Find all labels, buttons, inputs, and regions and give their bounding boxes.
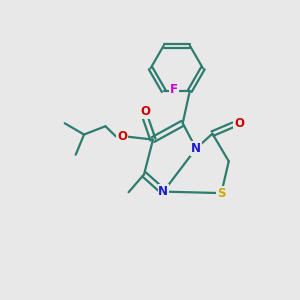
Text: O: O — [234, 117, 244, 130]
Text: N: N — [158, 185, 168, 198]
Text: F: F — [170, 83, 178, 96]
Text: S: S — [217, 187, 226, 200]
Text: O: O — [117, 130, 127, 143]
Text: O: O — [140, 105, 151, 118]
Text: N: N — [191, 142, 201, 155]
